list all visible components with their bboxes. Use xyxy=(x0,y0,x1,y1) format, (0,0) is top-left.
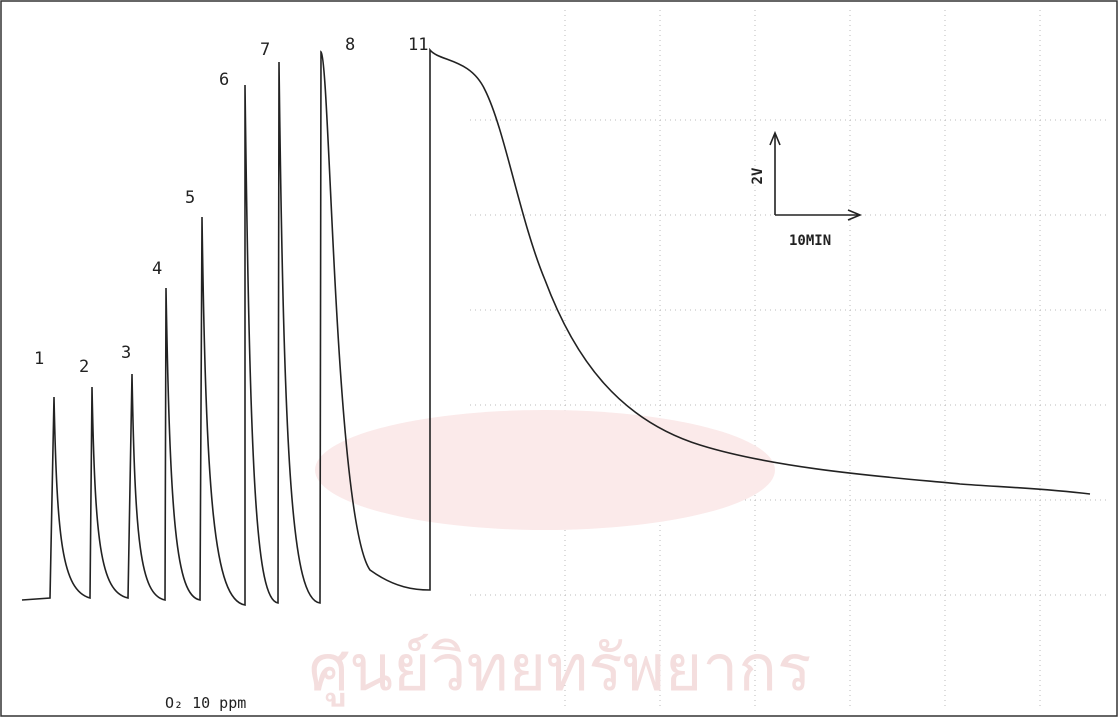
peak-label: 11 xyxy=(408,35,428,55)
peak-label: 3 xyxy=(121,343,131,363)
annotation: O₂ 10 ppm xyxy=(165,694,246,712)
scale-label-vertical: 2V xyxy=(750,167,766,184)
peak-label: 5 xyxy=(185,188,195,208)
recording: ศูนย์วิทยทรัพยากร 2V 10MIN O₂ 10 ppm 1 2 3… xyxy=(0,0,1118,717)
watermark-emblem xyxy=(315,410,775,530)
frame xyxy=(1,1,1117,716)
scale-label-horizontal: 10MIN xyxy=(789,233,831,249)
peak-label: 6 xyxy=(219,70,229,90)
watermark: ศูนย์วิทยทรัพยากร xyxy=(309,632,812,707)
peak-label: 4 xyxy=(152,259,162,279)
peak-label: 2 xyxy=(79,357,89,377)
peak-label: 8 xyxy=(345,35,355,55)
peak-label: 7 xyxy=(260,40,270,60)
peak-label: 1 xyxy=(34,349,44,369)
